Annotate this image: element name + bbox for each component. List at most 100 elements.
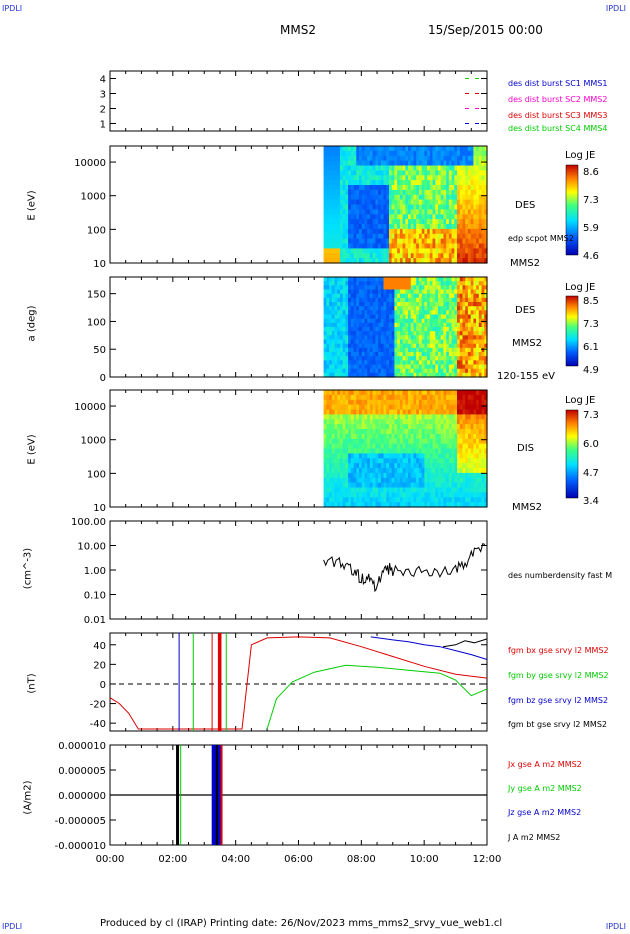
- heatmap-cell: [438, 409, 442, 415]
- heatmap-cell: [397, 155, 401, 162]
- x-tick-label: 10:00: [410, 854, 439, 865]
- heatmap-cell: [467, 399, 472, 406]
- heatmap-cell: [473, 253, 477, 259]
- heatmap-cell: [443, 310, 447, 316]
- heatmap-cell: [440, 160, 444, 167]
- heatmap-cell: [397, 339, 401, 345]
- heatmap-cell: [448, 448, 453, 454]
- heatmap-cell: [350, 194, 355, 201]
- heatmap-cell: [416, 502, 420, 508]
- heatmap-cell: [380, 368, 385, 374]
- heatmap-cell: [383, 356, 387, 361]
- heatmap-cell: [386, 224, 390, 230]
- heatmap-cell: [402, 253, 406, 259]
- heatmap-cell: [408, 492, 412, 498]
- heatmap-cell: [462, 224, 466, 230]
- heatmap-cell: [359, 364, 363, 370]
- heatmap-cell: [397, 443, 401, 450]
- heatmap-cell: [329, 347, 333, 353]
- heatmap-cell: [454, 243, 458, 249]
- heatmap-cell: [337, 150, 341, 157]
- heatmap-cell: [418, 204, 423, 210]
- heatmap-cell: [356, 306, 360, 311]
- heatmap-cell: [380, 310, 385, 316]
- heatmap-cell: [438, 297, 442, 303]
- heatmap-cell: [375, 306, 379, 311]
- heatmap-cell: [408, 306, 412, 311]
- colorbar: [565, 295, 579, 367]
- heatmap-cell: [391, 463, 395, 469]
- heatmap-cell: [372, 468, 376, 474]
- heatmap-cell: [435, 356, 439, 361]
- heatmap-cell: [459, 477, 464, 484]
- heatmap-cell: [326, 327, 330, 332]
- heatmap-cell: [481, 438, 485, 445]
- heatmap-cell: [470, 214, 474, 220]
- heatmap-cell: [478, 477, 483, 484]
- heatmap-cell: [340, 322, 344, 328]
- heatmap-cell: [421, 453, 425, 459]
- heatmap-cell: [397, 429, 401, 435]
- heatmap-cell: [353, 199, 357, 206]
- y-tick-label: -40: [90, 719, 106, 730]
- heatmap-cell: [429, 438, 434, 445]
- heatmap-cell: [416, 170, 420, 176]
- heatmap-cell: [457, 306, 461, 311]
- heatmap-cell: [467, 343, 472, 349]
- heatmap-cell: [359, 458, 363, 464]
- heatmap-cell: [331, 285, 336, 291]
- heatmap-cell: [378, 214, 382, 220]
- heatmap-cell: [429, 463, 434, 469]
- heatmap-cell: [421, 356, 425, 361]
- heatmap-cell: [342, 180, 346, 186]
- heatmap-cell: [348, 297, 352, 303]
- heatmap-cell: [386, 165, 390, 171]
- heatmap-cell: [410, 352, 415, 357]
- heatmap-cell: [364, 314, 368, 320]
- heatmap-cell: [470, 399, 474, 406]
- heatmap-cell: [454, 302, 458, 307]
- heatmap-cell: [369, 468, 374, 474]
- heatmap-cell: [394, 482, 398, 489]
- heatmap-cell: [429, 277, 434, 282]
- heatmap-cell: [451, 289, 455, 295]
- heatmap-cell: [391, 155, 395, 162]
- heatmap-cell: [326, 150, 330, 157]
- heatmap-cell: [383, 404, 387, 411]
- heatmap-cell: [405, 404, 409, 411]
- heatmap-cell: [416, 219, 420, 225]
- heatmap-cell: [386, 228, 390, 235]
- heatmap-cell: [380, 327, 385, 332]
- heatmap-cell: [367, 438, 371, 445]
- heatmap-cell: [359, 146, 363, 152]
- heatmap-cell: [410, 497, 415, 503]
- heatmap-cell: [380, 189, 385, 196]
- heatmap-cell: [391, 343, 395, 349]
- heatmap-cell: [440, 347, 444, 353]
- heatmap-cell: [386, 253, 390, 259]
- heatmap-cell: [334, 419, 338, 425]
- heatmap-cell: [405, 248, 409, 254]
- heatmap-cell: [465, 347, 469, 353]
- heatmap-cell: [462, 347, 466, 353]
- heatmap-cell: [424, 165, 428, 171]
- heatmap-cell: [448, 150, 453, 157]
- heatmap-cell: [443, 424, 447, 430]
- heatmap-cell: [429, 492, 434, 498]
- heatmap-cell: [457, 482, 461, 489]
- heatmap-cell: [459, 318, 464, 324]
- heatmap-cell: [418, 409, 423, 415]
- heatmap-cell: [345, 310, 349, 316]
- heatmap-cell: [389, 219, 393, 225]
- heatmap-cell: [361, 175, 366, 181]
- heatmap-cell: [323, 443, 327, 450]
- heatmap-cell: [402, 289, 406, 295]
- heatmap-cell: [413, 165, 417, 171]
- heatmap-cell: [427, 289, 431, 295]
- heatmap-cell: [337, 419, 341, 425]
- heatmap-cell: [345, 409, 349, 415]
- heatmap-cell: [397, 228, 401, 235]
- heatmap-cell: [432, 394, 436, 401]
- bfield-line: [266, 664, 488, 730]
- heatmap-cell: [443, 175, 447, 181]
